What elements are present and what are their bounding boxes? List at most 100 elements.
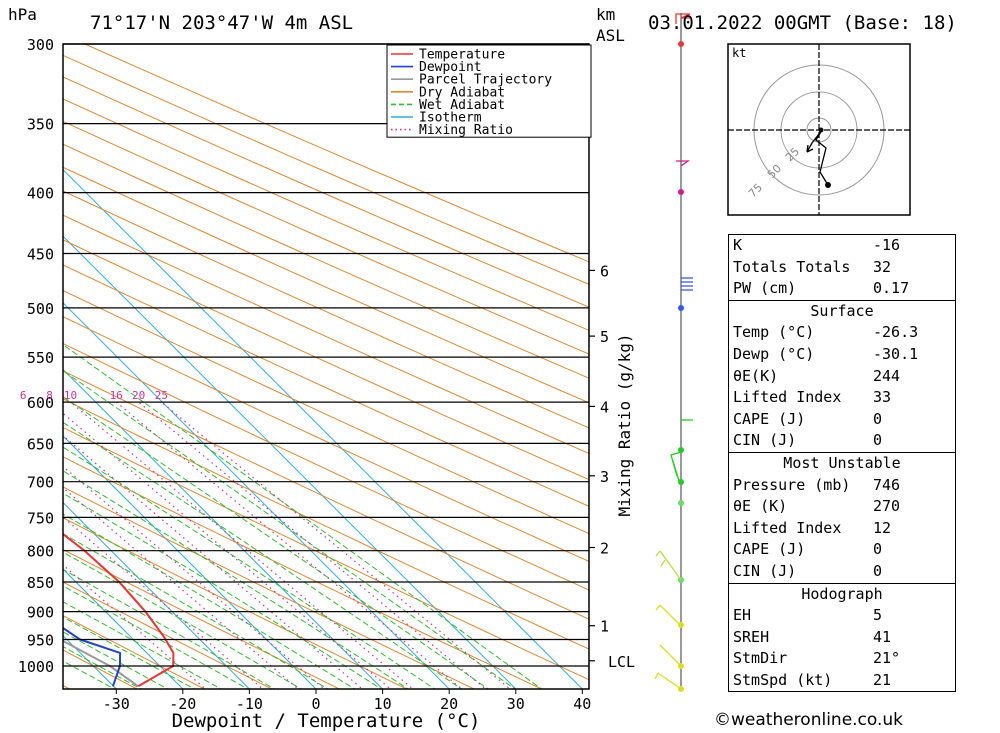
wind-level-marker [678,500,684,506]
mu-li-label: Lifted Index [733,518,842,537]
surface-li-value: 33 [873,388,892,407]
plot-frame [62,43,590,690]
temperature-tick-label: -20 [169,695,196,713]
dry-adiabat-line [63,370,589,620]
wet-adiabat-line [63,396,490,689]
surface-cape-row: CAPE (J) 0 [729,409,955,431]
dry-adiabat-line [63,54,589,285]
temperature-tick-label: -30 [103,695,130,713]
k-index-label: K [733,236,743,254]
legend-box [386,44,592,138]
mixing-ratio-labels: 12346810162025 [20,389,168,402]
pressure-tick-label: 350 [27,116,54,134]
indices-panel: K -16 Totals Totals 32 PW (cm) 0.17 Surface… [728,234,956,693]
most-unstable-section: Most Unstable Pressure (mb) 746 θE (K) 270… [729,451,955,583]
sreh-label: SREH [733,627,770,646]
mixing-ratio-axis-label: Mixing Ratio (g/kg) [615,333,634,516]
hodograph-arrow [806,144,814,153]
mixing-ratio-line [70,401,414,689]
surface-cin-value: 0 [873,431,883,450]
stmdir-label: StmDir [733,649,788,668]
dry-adiabat-line [63,264,589,507]
dry-adiabat-line [63,76,589,308]
mu-cape-value: 0 [873,540,883,559]
dry-adiabat-line [63,649,139,689]
dry-adiabat-line [63,214,589,455]
stmspd-label: StmSpd (kt) [733,670,833,689]
mu-cape-row: CAPE (J) 0 [729,539,955,561]
stmspd-value: 21 [873,670,892,689]
pressure-tick-label: 700 [27,474,54,492]
temperature-tick-label: 40 [573,695,591,713]
asl-unit: ASL [596,26,625,45]
surface-dewp-value: -30.1 [873,344,919,363]
wind-barb [681,277,693,291]
mu-cape-label: CAPE (J) [733,540,806,559]
wind-barb [655,550,682,581]
legend-entry-label: Wet Adiabat [419,98,505,113]
dry-adiabat-line [63,166,589,404]
dry-adiabat-line [63,517,408,689]
dry-adiabat-line [63,398,589,650]
wind-level-marker [678,189,684,195]
dry-adiabat-line [63,120,589,355]
km-tick-label: 4 [600,398,609,416]
mu-pressure-value: 746 [873,475,901,494]
legend-entry-label: Isotherm [419,111,482,126]
wet-adiabat-line [63,660,116,689]
legend-entry-label: Mixing Ratio [419,123,513,138]
pressure-tick-label: 550 [27,349,54,367]
axis-labels: 3003504004505005506006507007508008509009… [18,36,591,713]
wet-adiabat-line [63,421,463,689]
temperature-tick-label: 30 [507,695,525,713]
surface-cape-value: 0 [873,409,883,428]
wet-adiabat-line [63,344,543,689]
dry-adiabat-line [63,456,543,689]
surface-theta-value: 244 [873,366,901,385]
mu-li-row: Lifted Index 12 [729,518,955,540]
surface-cape-label: CAPE (J) [733,409,806,428]
wind-level-marker [678,622,684,628]
totals-totals-row: Totals Totals 32 [729,257,955,279]
wind-level-marker [678,41,684,47]
isotherm-line [63,168,584,689]
km-tick-label: 3 [600,468,609,486]
mu-cin-label: CIN (J) [733,561,797,580]
totals-totals-value: 32 [873,257,892,276]
pressure-tick-label: 400 [27,185,54,203]
mu-theta-label: θE (K) [733,497,788,516]
surface-temp-value: -26.3 [873,323,919,342]
mu-pressure-label: Pressure (mb) [733,475,851,494]
dry-adiabat-line [63,486,476,689]
wet-adiabat-line [63,470,410,689]
mixing-ratio-line [115,401,463,689]
isotherm-line [0,44,52,691]
surface-dewp-row: Dewp (°C) -30.1 [729,344,955,366]
pressure-tick-label: 650 [27,435,54,453]
surface-temp-row: Temp (°C) -26.3 [729,322,955,344]
pressure-tick-label: 850 [27,574,54,592]
wet-adiabat-line [63,601,223,689]
mixing-ratio-value-label: 25 [155,389,168,402]
temperature-tick-label: 20 [440,695,458,713]
km-axis: 6 5 4 3 2 1 LCL [589,262,635,671]
wind-barb [659,644,682,667]
legend-entry-label: Parcel Trajectory [419,73,552,88]
wet-adiabat-line [63,646,143,689]
dry-adiabat-line [63,98,589,331]
totals-totals-label: Totals Totals [733,257,851,276]
wet-adiabat-line [63,616,196,689]
mixing-ratio-value-label: 16 [110,389,123,402]
mixing-ratio-value-label: 20 [132,389,145,402]
pressure-tick-label: 1000 [18,658,54,676]
mixing-ratio-value-label: 8 [46,389,53,402]
pressure-unit: hPa [8,5,37,24]
surface-cin-row: CIN (J) 0 [729,430,955,452]
mixing-ratio-line [138,401,487,689]
legend-entry-label: Temperature [419,48,505,63]
dry-adiabat-line [63,190,589,429]
dry-adiabat-line [84,44,589,263]
x-axis-label: Dewpoint / Temperature (°C) [172,710,481,732]
